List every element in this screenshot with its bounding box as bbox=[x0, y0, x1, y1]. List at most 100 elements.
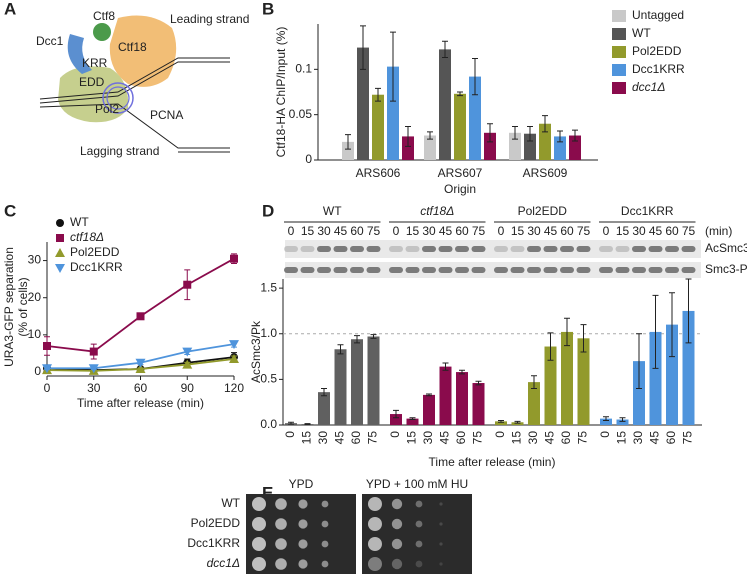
blot-lane-label: 0 bbox=[603, 224, 610, 238]
x-tick-label: 0 bbox=[44, 381, 51, 395]
marker bbox=[55, 264, 65, 273]
error-bar bbox=[580, 324, 587, 353]
spot bbox=[298, 539, 308, 549]
diagram-label: Lagging strand bbox=[80, 144, 159, 158]
x-tick-label: 0 bbox=[283, 431, 297, 438]
blot-band bbox=[494, 246, 508, 252]
strain-label: dcc1Δ bbox=[207, 556, 240, 570]
blot-band bbox=[560, 267, 574, 273]
panel-label: A bbox=[4, 0, 16, 18]
legend-label: Untagged bbox=[632, 8, 684, 22]
marker bbox=[230, 254, 238, 263]
y-tick-label: 0.0 bbox=[260, 417, 277, 431]
x-axis-label: Time after release (min) bbox=[429, 455, 556, 469]
blot-band bbox=[471, 267, 486, 273]
y-tick-label: 0.1 bbox=[295, 62, 312, 76]
x-axis-label: Time after release (min) bbox=[77, 396, 204, 410]
bar bbox=[649, 331, 662, 425]
error-bar bbox=[652, 294, 659, 369]
marker bbox=[42, 364, 52, 374]
blot-group-label: ctf18Δ bbox=[420, 204, 454, 218]
spot bbox=[298, 559, 308, 569]
spot bbox=[275, 498, 287, 510]
spot bbox=[252, 537, 266, 551]
spot bbox=[321, 500, 329, 508]
error-bar bbox=[457, 91, 463, 97]
blot-band bbox=[455, 246, 469, 252]
blot-band bbox=[422, 267, 436, 273]
bar bbox=[367, 336, 380, 425]
blot-band bbox=[543, 267, 558, 273]
x-tick-label: 45 bbox=[333, 431, 347, 445]
bar bbox=[424, 135, 436, 160]
spot bbox=[391, 518, 403, 530]
blot-band bbox=[510, 267, 525, 273]
x-tick-label: 15 bbox=[300, 431, 314, 445]
error-bar bbox=[557, 130, 563, 143]
marker bbox=[56, 219, 64, 227]
blot-lane-label: 60 bbox=[350, 224, 364, 238]
blot-band bbox=[494, 267, 508, 273]
spot bbox=[252, 497, 266, 511]
blot-band bbox=[510, 246, 525, 252]
x-tick-label: 75 bbox=[681, 431, 695, 445]
blot-band bbox=[389, 267, 403, 273]
y-tick-label: 0.5 bbox=[260, 372, 277, 386]
blot-band bbox=[681, 246, 696, 252]
blot-lane-label: 30 bbox=[632, 224, 646, 238]
error-bar bbox=[393, 409, 399, 419]
blot-band bbox=[366, 246, 381, 252]
marker bbox=[229, 354, 239, 363]
bar bbox=[569, 135, 581, 160]
error-bar bbox=[472, 57, 478, 96]
error-bar bbox=[405, 125, 411, 147]
panel-label: C bbox=[4, 201, 16, 220]
spot bbox=[321, 520, 329, 528]
blot-row-label: AcSmc3 bbox=[705, 241, 747, 255]
x-tick-label: 15 bbox=[615, 431, 629, 445]
blot-band bbox=[333, 267, 348, 273]
blot-lane-label: 15 bbox=[406, 224, 420, 238]
y-axis-label: URA3-GFP separation bbox=[2, 247, 16, 367]
blot-band bbox=[576, 246, 591, 252]
blot-band bbox=[560, 246, 574, 252]
blot-strip bbox=[285, 240, 701, 258]
blot-lane-label: 30 bbox=[317, 224, 331, 238]
spot bbox=[368, 537, 382, 551]
diagram-label: KRR bbox=[82, 56, 108, 70]
error-bar bbox=[459, 369, 465, 375]
blot-lane-label: 15 bbox=[511, 224, 525, 238]
error-bar bbox=[619, 417, 626, 422]
blot-unit: (min) bbox=[705, 224, 732, 238]
x-tick-label: 30 bbox=[526, 431, 540, 445]
marker bbox=[56, 234, 64, 242]
y-axis-label: (% of cells) bbox=[16, 277, 30, 336]
spot bbox=[391, 558, 403, 570]
bar bbox=[528, 382, 540, 425]
y-axis-label: AcSmc3/Pk bbox=[249, 320, 263, 383]
blot-band bbox=[681, 267, 696, 273]
blot-row-label: Smc3-Pk bbox=[705, 262, 747, 276]
error-bar bbox=[527, 125, 533, 142]
legend-label: WT bbox=[70, 215, 89, 229]
marker bbox=[88, 364, 99, 374]
x-tick-label: 45 bbox=[438, 431, 452, 445]
error-bar bbox=[531, 375, 537, 389]
x-tick-label: ARS609 bbox=[523, 166, 568, 180]
blot-band bbox=[389, 246, 403, 252]
spot bbox=[321, 540, 329, 548]
bar bbox=[616, 419, 629, 425]
bar bbox=[544, 346, 557, 425]
x-tick-label: 45 bbox=[543, 431, 557, 445]
spot bbox=[298, 499, 308, 509]
x-tick-label: 120 bbox=[224, 381, 244, 395]
blot-band bbox=[300, 246, 315, 252]
legend-label: ctf18Δ bbox=[70, 230, 104, 244]
blot-lane-label: 15 bbox=[301, 224, 315, 238]
error-bar bbox=[442, 40, 448, 59]
marker bbox=[135, 358, 146, 368]
error-bar bbox=[498, 419, 504, 423]
blot-lane-label: 15 bbox=[616, 224, 630, 238]
spot bbox=[252, 557, 266, 571]
spot bbox=[415, 560, 423, 568]
